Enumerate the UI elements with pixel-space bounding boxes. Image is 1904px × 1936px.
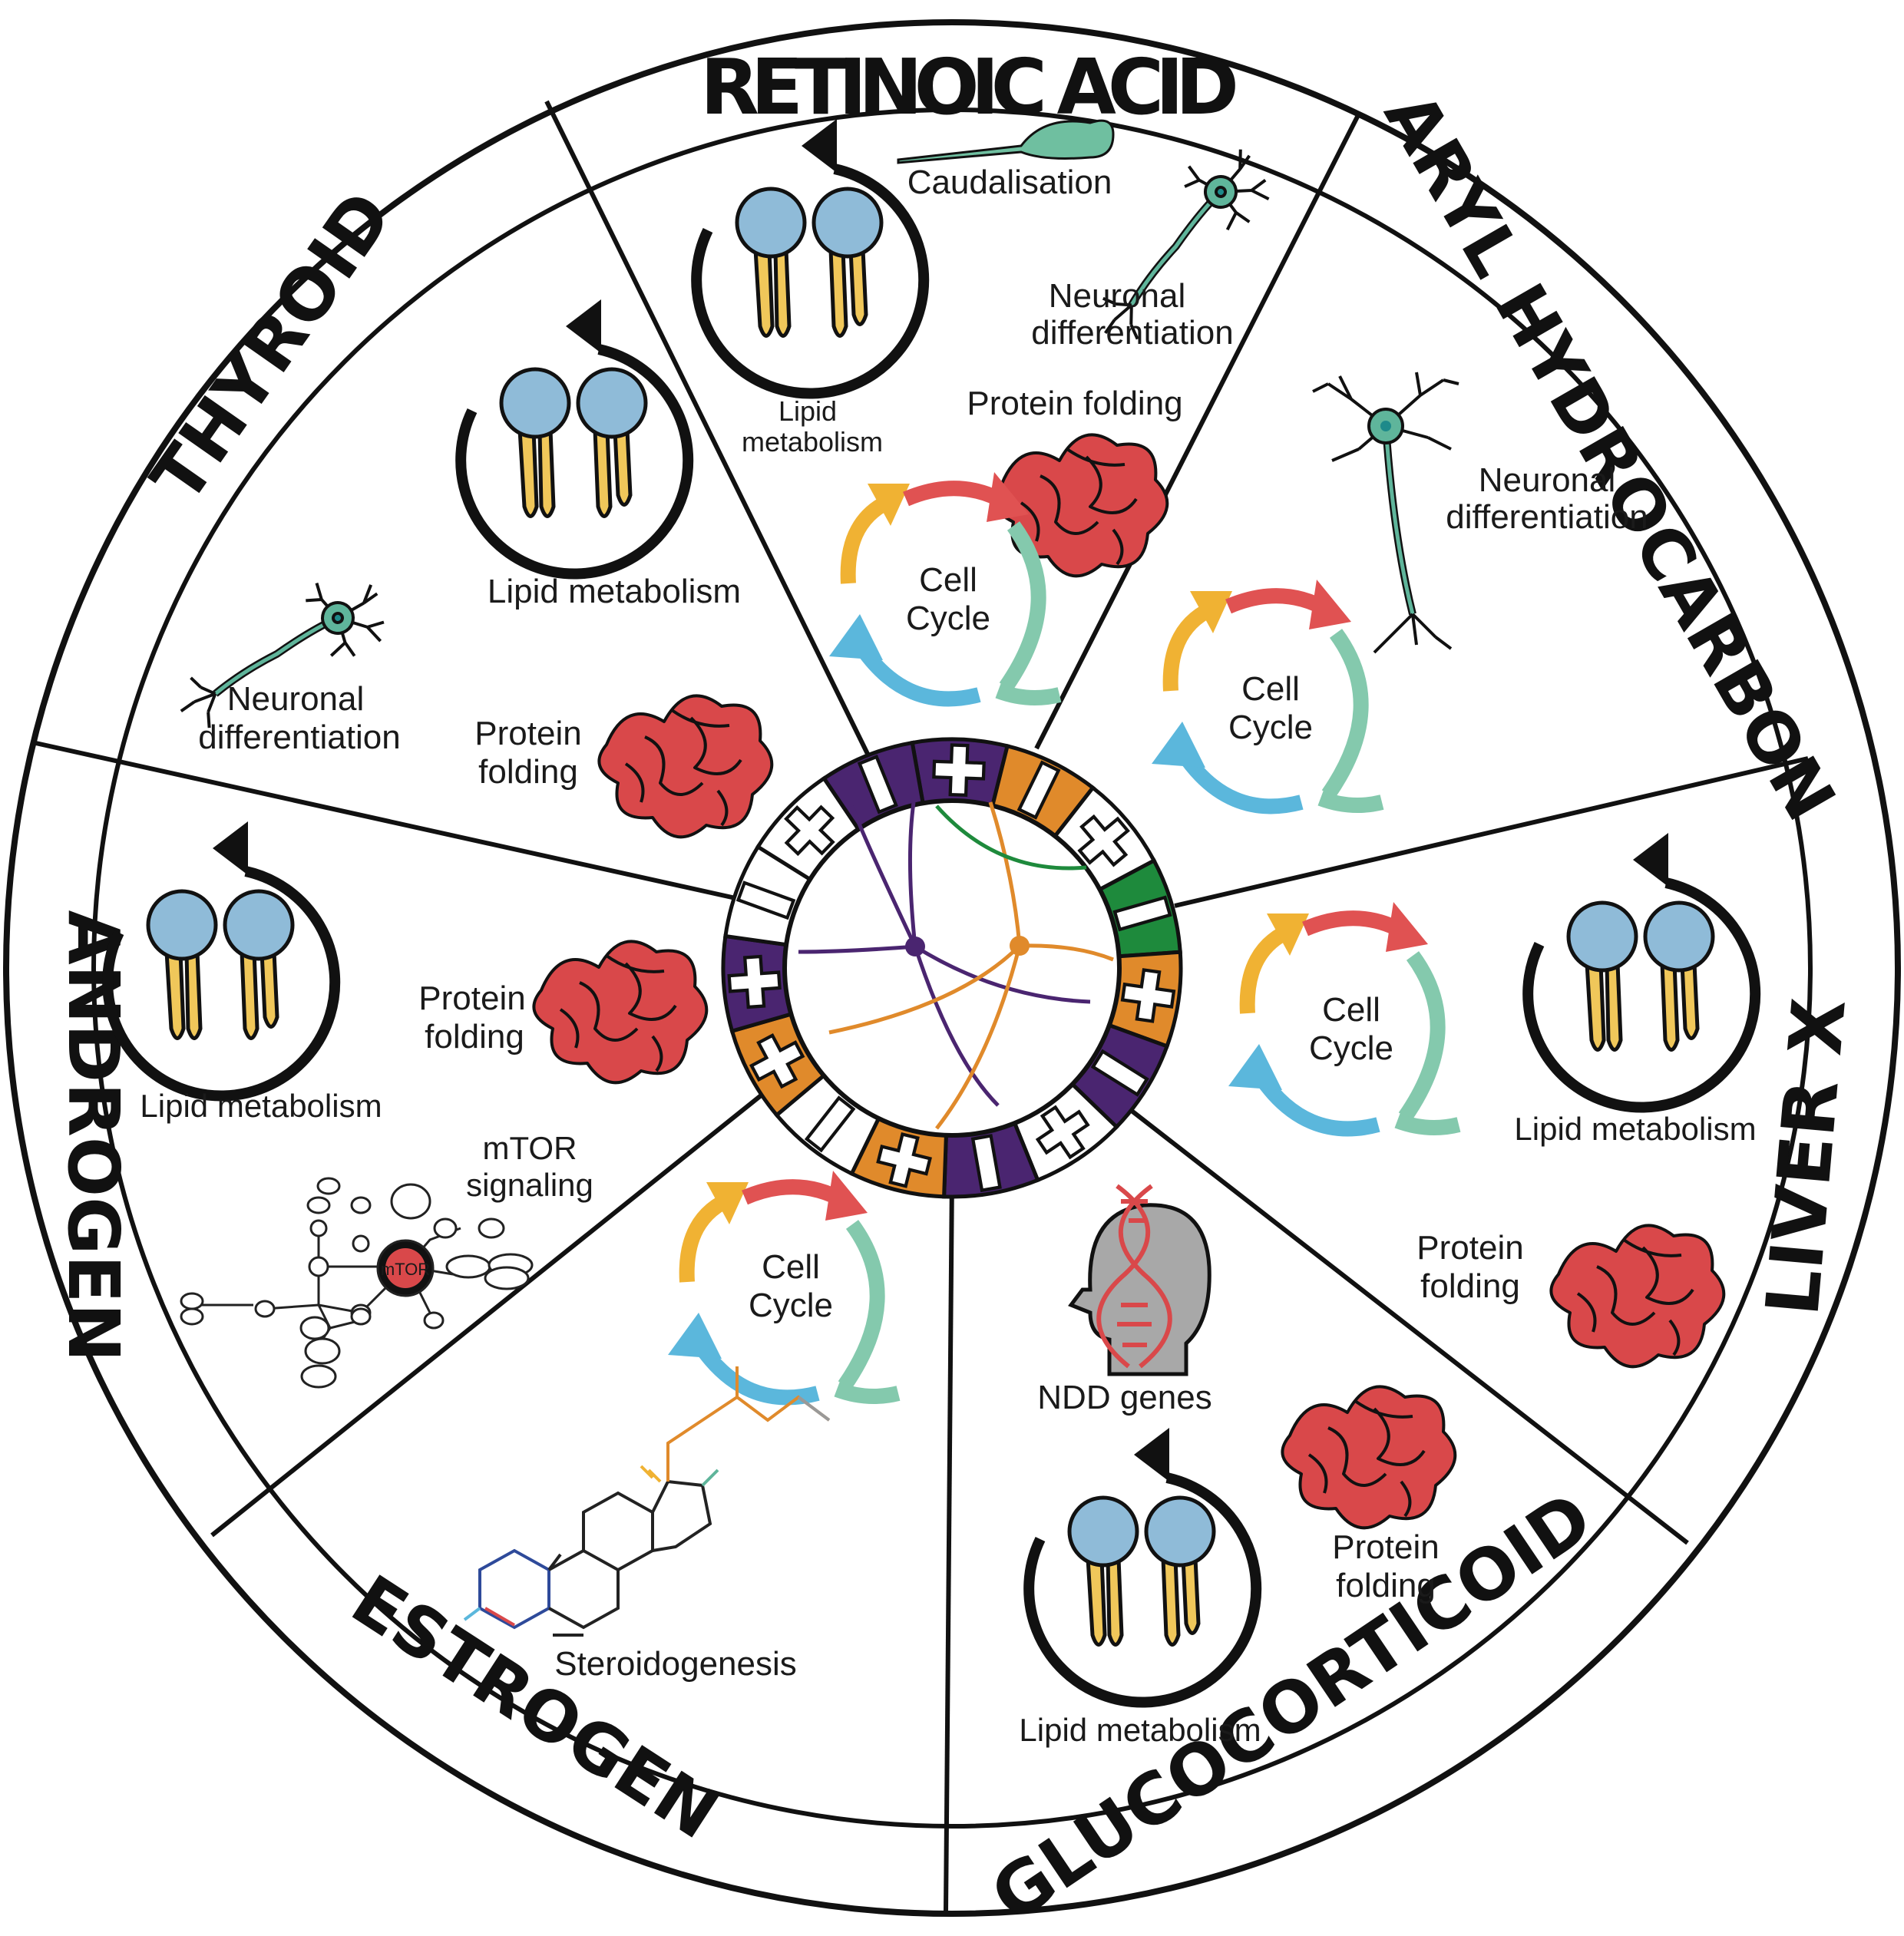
th-neuronal-label-2: differentiation bbox=[198, 719, 400, 756]
gc-protein-label-1: Protein bbox=[1332, 1528, 1439, 1566]
ah-neuron-icon bbox=[1312, 372, 1459, 654]
th-protein-label-1: Protein bbox=[474, 715, 581, 752]
an-mtor-label-2: signaling bbox=[466, 1167, 593, 1203]
ra-caudalisation-fish-icon bbox=[897, 119, 1115, 164]
title-androgen: ANDROGEN bbox=[52, 910, 134, 1363]
es-cell-label-2: Cycle bbox=[749, 1287, 833, 1324]
sector-dividers bbox=[31, 100, 1809, 1912]
title-retinoic-acid: RETINOIC ACID bbox=[700, 42, 1238, 132]
es-steroid-structure-icon bbox=[463, 1366, 831, 1637]
lx-protein-label-1: Protein bbox=[1416, 1229, 1523, 1267]
ah-neuronal-label-2: differentiation bbox=[1446, 498, 1648, 536]
gc-protein-label-2: folding bbox=[1336, 1567, 1436, 1604]
th-neuronal-label-1: Neuronal bbox=[227, 680, 365, 718]
an-mtor-network-icon bbox=[180, 1177, 534, 1389]
lx-cell-label-1: Cell bbox=[1322, 991, 1380, 1029]
an-mtor-label-1: mTOR bbox=[483, 1130, 577, 1166]
lx-cell-label-2: Cycle bbox=[1309, 1029, 1393, 1067]
es-steroid-label: Steroidogenesis bbox=[554, 1645, 797, 1683]
interaction-network bbox=[798, 801, 1114, 1130]
gc-ndd-label: NDD genes bbox=[1037, 1379, 1211, 1416]
ra-neuronal-label-2: differentiation bbox=[1031, 314, 1233, 352]
inner-ring bbox=[91, 107, 1813, 1829]
th-protein-label-2: folding bbox=[478, 753, 578, 791]
gc-ndd-head-dna-icon bbox=[1068, 1184, 1211, 1376]
an-lipid-label: Lipid metabolism bbox=[140, 1088, 382, 1124]
es-cell-label-1: Cell bbox=[762, 1248, 820, 1286]
ra-lipid-label-2: metabolism bbox=[742, 426, 883, 458]
ra-caudalisation-label: Caudalisation bbox=[907, 164, 1112, 201]
ra-lipid-label-1: Lipid bbox=[778, 395, 837, 427]
ah-neuronal-label-1: Neuronal bbox=[1479, 461, 1616, 499]
an-protein-label-1: Protein bbox=[418, 980, 525, 1017]
an-protein-label-2: folding bbox=[425, 1018, 524, 1056]
orange-hub-node bbox=[1010, 936, 1030, 956]
gc-lipid-label: Lipid metabolism bbox=[1019, 1712, 1261, 1748]
ra-cell-label-2: Cycle bbox=[906, 600, 990, 637]
lx-protein-label-2: folding bbox=[1420, 1267, 1520, 1305]
th-lipid-label: Lipid metabolism bbox=[488, 573, 741, 610]
ah-cell-label-1: Cell bbox=[1241, 670, 1300, 708]
ah-cell-label-2: Cycle bbox=[1228, 709, 1313, 746]
lx-lipid-label: Lipid metabolism bbox=[1514, 1111, 1756, 1147]
purple-hub-node bbox=[905, 937, 925, 956]
ra-neuronal-label-1: Neuronal bbox=[1049, 277, 1186, 315]
an-mtor-node-label: mTOR bbox=[381, 1260, 430, 1279]
ra-protein-label: Protein folding bbox=[967, 385, 1182, 422]
ra-cell-label-1: Cell bbox=[919, 561, 977, 599]
